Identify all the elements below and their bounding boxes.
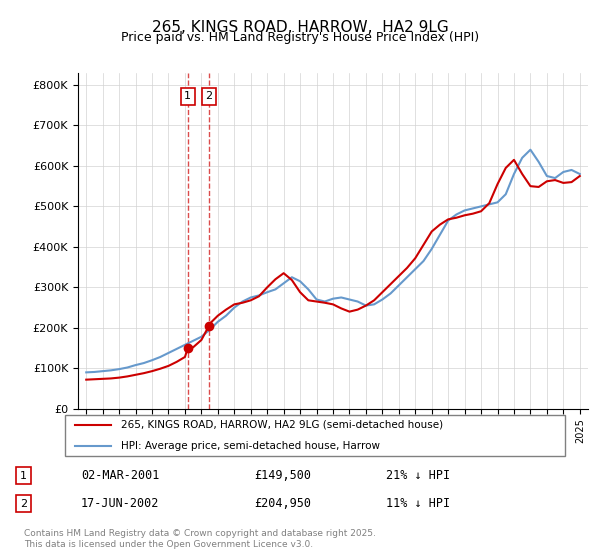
Text: 17-JUN-2002: 17-JUN-2002 bbox=[81, 497, 160, 510]
Text: £149,500: £149,500 bbox=[254, 469, 311, 482]
Text: 1: 1 bbox=[184, 91, 191, 101]
Text: Price paid vs. HM Land Registry's House Price Index (HPI): Price paid vs. HM Land Registry's House … bbox=[121, 31, 479, 44]
Text: 11% ↓ HPI: 11% ↓ HPI bbox=[386, 497, 451, 510]
Text: 2: 2 bbox=[20, 498, 27, 508]
Text: HPI: Average price, semi-detached house, Harrow: HPI: Average price, semi-detached house,… bbox=[121, 441, 380, 451]
Text: 265, KINGS ROAD, HARROW,  HA2 9LG: 265, KINGS ROAD, HARROW, HA2 9LG bbox=[152, 20, 448, 35]
Text: £204,950: £204,950 bbox=[254, 497, 311, 510]
Text: 21% ↓ HPI: 21% ↓ HPI bbox=[386, 469, 451, 482]
Text: 2: 2 bbox=[205, 91, 212, 101]
Text: 1: 1 bbox=[20, 470, 27, 480]
Text: 265, KINGS ROAD, HARROW, HA2 9LG (semi-detached house): 265, KINGS ROAD, HARROW, HA2 9LG (semi-d… bbox=[121, 420, 443, 430]
Text: 02-MAR-2001: 02-MAR-2001 bbox=[81, 469, 160, 482]
Text: Contains HM Land Registry data © Crown copyright and database right 2025.
This d: Contains HM Land Registry data © Crown c… bbox=[24, 529, 376, 549]
FancyBboxPatch shape bbox=[65, 416, 565, 456]
